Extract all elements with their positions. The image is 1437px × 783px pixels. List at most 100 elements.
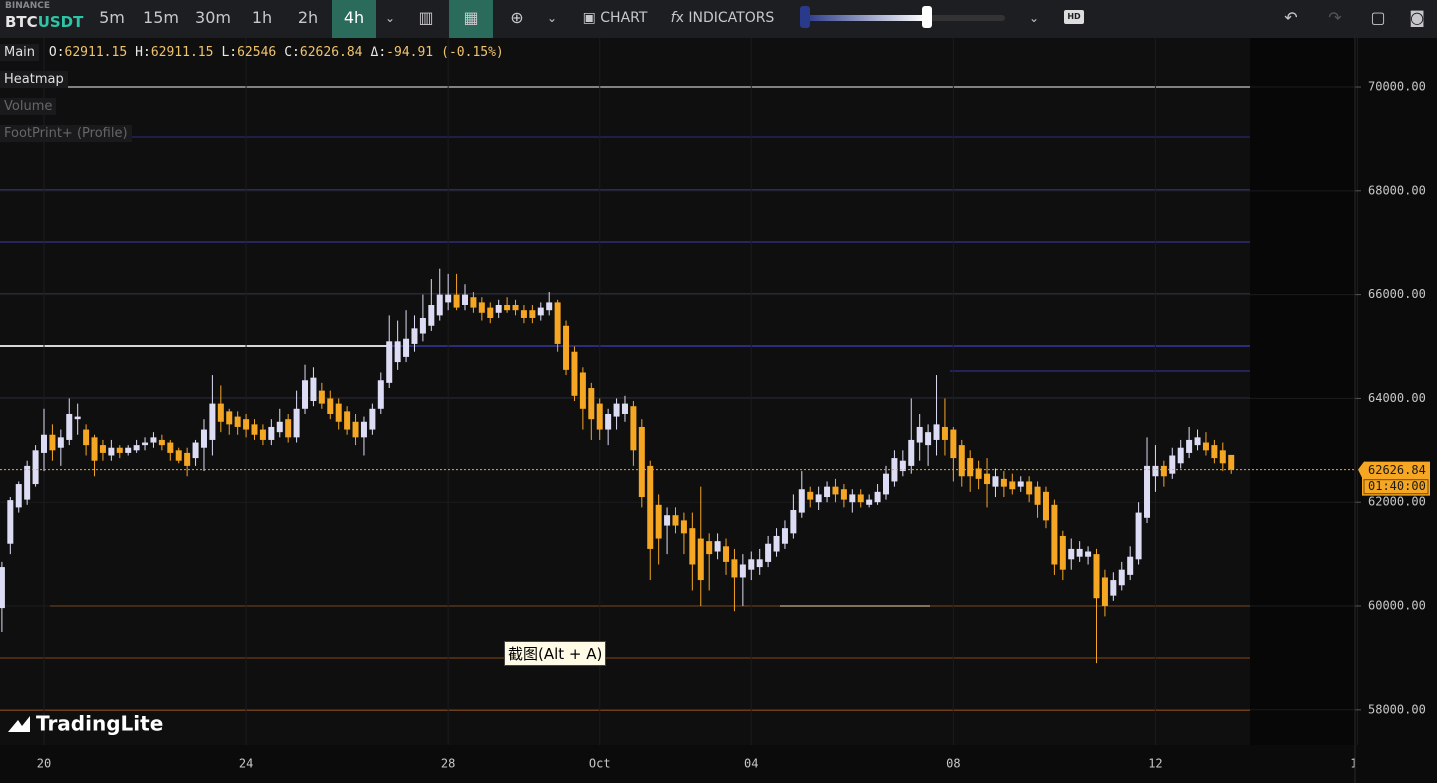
undo[interactable]: ↶ (1284, 8, 1298, 27)
candle-body (992, 476, 999, 487)
ohlc-label: O: (48, 45, 65, 60)
candle-body (133, 445, 140, 451)
layer-volume[interactable]: Volume (0, 98, 57, 115)
candle-body (588, 388, 595, 420)
slider-handle[interactable] (800, 6, 810, 28)
candle-body (125, 447, 132, 453)
interval-button[interactable]: 1h (251, 8, 273, 27)
candle-body (310, 377, 317, 402)
candle-body (756, 559, 763, 568)
candle-body (967, 458, 974, 477)
fullscreen[interactable]: ▢ (1370, 8, 1386, 27)
candle-body (200, 429, 207, 448)
candle-body (647, 465, 654, 549)
candle-body (849, 494, 856, 503)
candle-body (66, 413, 73, 440)
candle-body (1202, 442, 1209, 451)
candle-icon[interactable]: ▥ (418, 8, 434, 27)
candle-body (680, 520, 687, 534)
ohlc-value: 62546 (237, 45, 277, 60)
candle-body (925, 432, 932, 446)
candle-body (933, 424, 940, 440)
candle-body (1101, 577, 1108, 607)
y-tick-label: 70000.00 (1368, 80, 1426, 94)
candle-body (790, 510, 797, 534)
candle-body (958, 445, 965, 477)
candle-body (520, 310, 527, 318)
candle-body (327, 398, 334, 414)
interval-button[interactable]: 4h (332, 0, 376, 38)
candle-body (697, 538, 704, 581)
candle-body (302, 380, 309, 409)
ohlc-value: 62911.15 (150, 45, 214, 60)
candle-body (436, 294, 443, 316)
countdown-label: 01:40:00 (1368, 479, 1426, 493)
candle-body (975, 468, 982, 479)
candle-body (798, 489, 805, 513)
layer-main[interactable]: Main (0, 44, 40, 61)
ohlc-value: 62911.15 (64, 45, 128, 60)
candle-body (74, 416, 81, 420)
x-tick-label: 20 (37, 757, 51, 771)
candle-body (883, 473, 889, 495)
slider[interactable] (805, 15, 1005, 21)
interval-button[interactable]: 5m (99, 8, 125, 27)
candle-body (908, 439, 915, 466)
candle-body (0, 567, 5, 609)
candle-body (1211, 445, 1218, 459)
y-tick-label: 64000.00 (1368, 391, 1426, 405)
candle-body (1042, 491, 1049, 521)
candle-body (613, 403, 620, 417)
candle-body (621, 403, 628, 414)
indicators-button[interactable]: fx INDICATORS (670, 10, 775, 26)
candle-body (41, 434, 47, 453)
candle-body (1219, 450, 1226, 464)
slider-menu[interactable]: ⌄ (1028, 11, 1040, 25)
candle-body (192, 442, 199, 459)
candle-body (259, 429, 266, 440)
screenshot[interactable]: ◙ (1409, 8, 1425, 27)
candle-body (369, 408, 376, 430)
candle-body (706, 541, 713, 555)
candle-body (352, 421, 359, 438)
x-tick-label: 16 (1350, 757, 1364, 771)
x-tick-label: 24 (239, 757, 253, 771)
layout-icon[interactable]: ⊕ (510, 8, 524, 27)
y-tick-label: 68000.00 (1368, 183, 1426, 197)
candle-body (579, 372, 586, 409)
slider-handle[interactable] (922, 6, 932, 28)
layout-menu[interactable]: ⌄ (546, 11, 558, 25)
candle-body (1144, 465, 1151, 518)
candle-body (150, 437, 157, 443)
candle-body (832, 486, 839, 495)
bar-icon[interactable]: ▦ (449, 0, 493, 38)
layer-footprint[interactable]: FootPrint+ (Profile) (0, 125, 132, 142)
candle-body (1186, 439, 1193, 453)
ohlc-value: 62626.84 (299, 45, 363, 60)
interval-button[interactable]: 30m (195, 8, 231, 27)
ohlc-values: O:62911.15 H:62911.15 L:62546 C:62626.84 Δ:-… (47, 45, 504, 60)
y-tick-label: 60000.00 (1368, 599, 1426, 613)
candle-body (24, 465, 31, 500)
candle-body (638, 426, 645, 498)
hd-button[interactable]: HD (1064, 10, 1084, 24)
interval-button[interactable]: 15m (143, 8, 179, 27)
logo: TradingLite (36, 712, 163, 736)
layer-heatmap[interactable]: Heatmap (0, 71, 68, 88)
chart-button[interactable]: ▣ CHART (582, 10, 648, 26)
candle-body (57, 437, 64, 448)
x-tick-label: 04 (744, 757, 758, 771)
candle-body (470, 297, 477, 308)
axes: 58000.00 60000.00 62000.00 64000.00 66000.00… (37, 38, 1430, 783)
candle-body (217, 403, 224, 422)
candle-body (91, 437, 98, 461)
symbol[interactable]: BTCUSDT (5, 13, 83, 31)
redo[interactable]: ↷ (1328, 8, 1342, 27)
candle-body (739, 564, 746, 578)
candle-body (419, 317, 426, 334)
indicators-label: INDICATORS (688, 10, 775, 26)
interval-button[interactable]: 2h (297, 8, 319, 27)
ohlc-header: Main O:62911.15 H:62911.15 L:62546 C:62626.… (0, 44, 504, 62)
interval-menu[interactable]: ⌄ (384, 11, 396, 25)
candle-body (1228, 454, 1235, 470)
